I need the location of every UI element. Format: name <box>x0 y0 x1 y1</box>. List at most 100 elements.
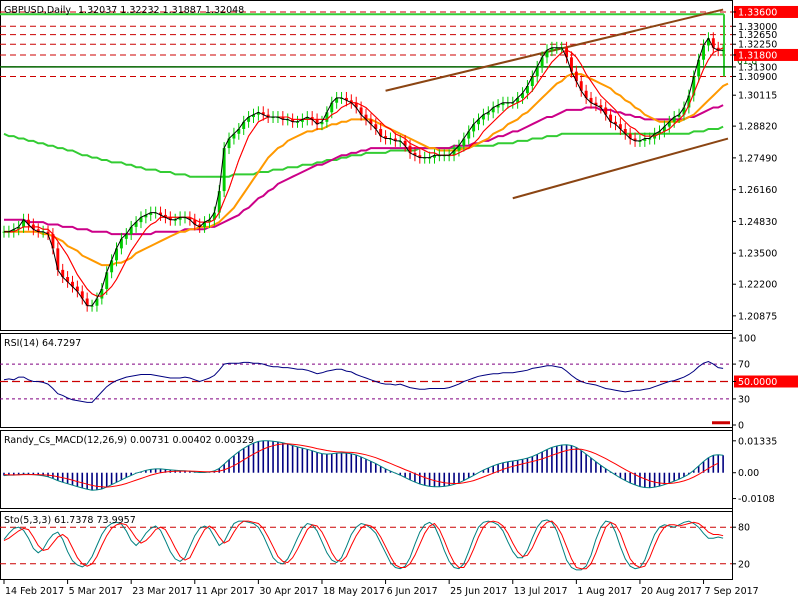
candle-body <box>374 124 378 129</box>
candle-body <box>579 81 583 91</box>
sto-k-line <box>3 519 724 571</box>
candle-body <box>609 114 613 122</box>
price-ohlc-readout: 1.32037 1.32232 1.31887 1.32048 <box>78 5 244 16</box>
candle-body <box>217 191 221 213</box>
candle-body <box>242 121 246 129</box>
candle-body <box>232 133 236 139</box>
candle-body <box>271 117 275 119</box>
candle-body <box>628 133 632 139</box>
close-line <box>4 37 724 307</box>
candle-body <box>677 114 681 118</box>
price-ytick-5: 1.23500 <box>738 249 777 260</box>
time-axis-layer: 14 Feb 2017 5 Mar 2017 23 Mar 2017 11 Apr 2… <box>3 580 759 597</box>
candle-body <box>496 105 500 108</box>
candle-body <box>335 97 339 103</box>
candle-body <box>139 217 143 223</box>
candle-body <box>261 112 265 115</box>
candle-body <box>22 219 26 227</box>
candle-body <box>315 119 319 125</box>
candle-body <box>159 212 163 215</box>
price-level-label-1: 1.33000 <box>738 22 777 33</box>
candle-body <box>310 117 314 120</box>
price-level-label-5: 1.31300 <box>738 62 777 73</box>
rsi-line <box>3 360 724 403</box>
candle-body <box>457 145 461 151</box>
macd-series-layer: 0.01335 0.00 -0.0108 <box>3 436 777 505</box>
candle-body <box>71 281 74 287</box>
price-level-label-3: 1.32250 <box>738 40 777 51</box>
rsi-ytick-1: 70 <box>738 360 750 371</box>
sto-ytick-1: 20 <box>738 559 750 570</box>
sto-ytick-0: 80 <box>738 523 750 534</box>
candle-body <box>105 272 109 289</box>
candle-body <box>638 140 642 142</box>
price-ytick-6: 1.22200 <box>738 280 777 291</box>
candle-body <box>163 214 167 218</box>
candle-body <box>85 298 89 306</box>
candle-body <box>110 260 114 273</box>
candle-body <box>545 50 549 58</box>
candle-body <box>521 93 525 98</box>
candle-body <box>256 112 260 115</box>
macd-line <box>3 440 724 491</box>
candle-body <box>486 112 490 115</box>
candle-body <box>227 138 231 149</box>
candle-body <box>51 234 55 249</box>
candle-body <box>467 131 471 139</box>
stochastic-series-layer: 80 20 <box>0 519 750 571</box>
candle-body <box>90 305 94 307</box>
candle-body <box>359 107 363 115</box>
xtick-label-4: 30 Apr 2017 <box>259 586 318 597</box>
price-ytick-4: 1.24830 <box>738 217 777 228</box>
xtick-label-1: 5 Mar 2017 <box>69 586 123 597</box>
candle-body <box>589 97 593 103</box>
macd-ytick-0: 0.01335 <box>738 436 777 447</box>
macd-ytick-2: -0.0108 <box>738 494 775 505</box>
rsi-level-label: 50.0000 <box>738 377 777 388</box>
upper-channel-trendline <box>385 8 724 92</box>
candle-body <box>574 71 578 82</box>
candle-body <box>330 102 334 113</box>
candle-body <box>516 97 520 103</box>
candle-body <box>672 117 676 122</box>
xtick-label-8: 13 Jul 2017 <box>514 586 568 597</box>
rsi-ytick-3: 0 <box>738 421 744 432</box>
candle-body <box>188 217 192 220</box>
xtick-label-6: 6 Jun 2017 <box>387 586 438 597</box>
candle-body <box>687 95 691 108</box>
xtick-label-7: 25 Jun 2017 <box>450 586 507 597</box>
candle-body <box>100 288 104 299</box>
candle-body <box>418 155 422 158</box>
rsi-level-label-bg <box>734 375 798 388</box>
candle-body <box>550 47 554 51</box>
candle-body <box>623 128 627 134</box>
xtick-label-11: 7 Sep 2017 <box>705 586 759 597</box>
candle-body <box>203 222 207 227</box>
lower-channel-trendline <box>512 137 729 200</box>
macd-ytick-1: 0.00 <box>738 468 759 479</box>
candle-body <box>477 119 480 125</box>
candle-body <box>393 138 397 141</box>
candle-body <box>354 102 358 108</box>
macd-signal-line <box>3 443 719 488</box>
rsi-series-layer: 100 70 30 0 50.0000 <box>0 334 798 432</box>
candle-body <box>569 57 573 72</box>
candle-body <box>119 238 123 249</box>
candle-body <box>614 121 617 125</box>
rsi-ytick-0: 100 <box>738 334 756 345</box>
candle-body <box>281 117 285 120</box>
price-level-label-2: 1.32650 <box>738 30 777 41</box>
stochastic-title: Sto(5,3,3) 61.7378 73.9957 <box>4 515 136 526</box>
candle-body <box>648 138 652 140</box>
candle-body <box>222 148 226 192</box>
ma-green-line <box>3 125 724 178</box>
candle-body <box>472 124 476 132</box>
candle-body <box>692 76 696 96</box>
candle-body <box>565 47 569 58</box>
candle-body <box>17 226 21 230</box>
price-ytick-7: 1.20875 <box>738 311 777 322</box>
candle-body <box>452 150 456 156</box>
price-ytick-3: 1.26160 <box>738 185 777 196</box>
candle-body <box>320 121 324 125</box>
candle-body <box>95 298 99 306</box>
